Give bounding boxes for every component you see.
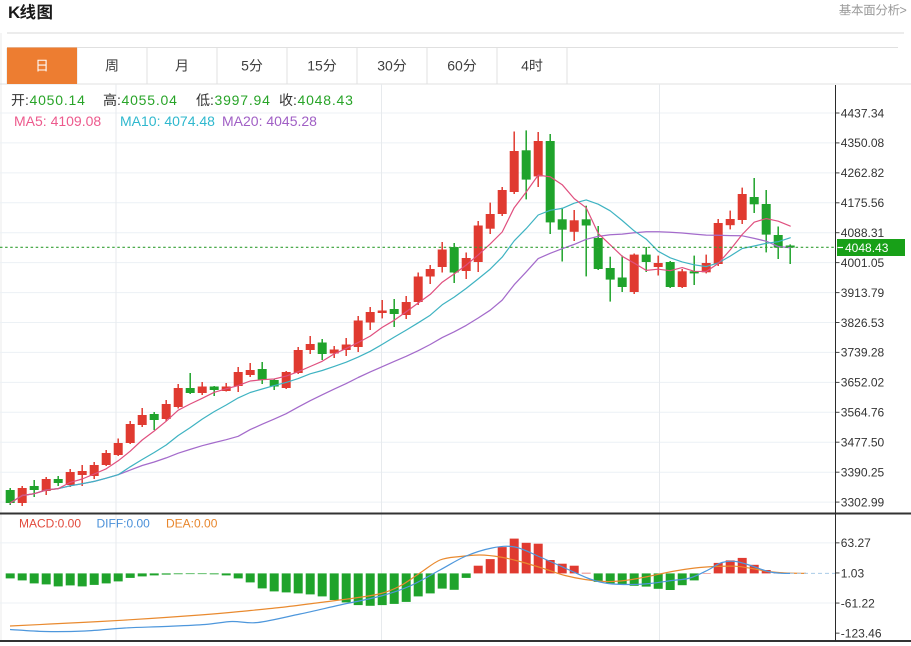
svg-text:MACD:0.00: MACD:0.00 — [19, 517, 81, 531]
svg-text::: : — [25, 92, 29, 108]
svg-text:4262.82: 4262.82 — [841, 166, 885, 180]
svg-text::: : — [117, 92, 121, 108]
svg-text:60: 60 — [447, 58, 463, 74]
svg-text:4350.08: 4350.08 — [841, 136, 885, 150]
svg-text:-123.46: -123.46 — [841, 626, 882, 640]
svg-text:3302.99: 3302.99 — [841, 495, 885, 509]
svg-text:4055.04: 4055.04 — [122, 92, 178, 108]
svg-text:1.03: 1.03 — [841, 566, 865, 580]
svg-text::: : — [293, 92, 297, 108]
svg-text::: : — [210, 92, 214, 108]
svg-text:4437.34: 4437.34 — [841, 106, 885, 120]
svg-text:4175.56: 4175.56 — [841, 196, 885, 210]
svg-text:3826.53: 3826.53 — [841, 316, 885, 330]
svg-text:63.27: 63.27 — [841, 536, 871, 550]
svg-text:MA20: 4045.28: MA20: 4045.28 — [222, 113, 317, 129]
svg-text:K: K — [8, 3, 21, 22]
svg-text:-61.22: -61.22 — [841, 596, 875, 610]
svg-text:3739.28: 3739.28 — [841, 346, 885, 360]
svg-text:30: 30 — [377, 58, 393, 74]
svg-text:3564.76: 3564.76 — [841, 406, 885, 420]
svg-text:DIFF:0.00: DIFF:0.00 — [97, 517, 151, 531]
svg-text:4048.43: 4048.43 — [845, 241, 889, 255]
svg-text:MA5: 4109.08: MA5: 4109.08 — [14, 113, 101, 129]
svg-text:5: 5 — [241, 58, 249, 74]
svg-text:3390.25: 3390.25 — [841, 466, 885, 480]
svg-text:3913.79: 3913.79 — [841, 286, 885, 300]
svg-text:3652.02: 3652.02 — [841, 376, 885, 390]
svg-text:MA10: 4074.48: MA10: 4074.48 — [120, 113, 215, 129]
svg-text:15: 15 — [307, 58, 323, 74]
svg-text:3477.50: 3477.50 — [841, 436, 885, 450]
svg-text:4: 4 — [521, 58, 529, 74]
svg-text:3997.94: 3997.94 — [215, 92, 271, 108]
svg-text:>: > — [900, 4, 907, 18]
svg-text:4001.05: 4001.05 — [841, 256, 885, 270]
svg-text:4088.31: 4088.31 — [841, 226, 885, 240]
svg-text:DEA:0.00: DEA:0.00 — [166, 517, 218, 531]
svg-text:4048.43: 4048.43 — [298, 92, 354, 108]
svg-text:4050.14: 4050.14 — [30, 92, 86, 108]
